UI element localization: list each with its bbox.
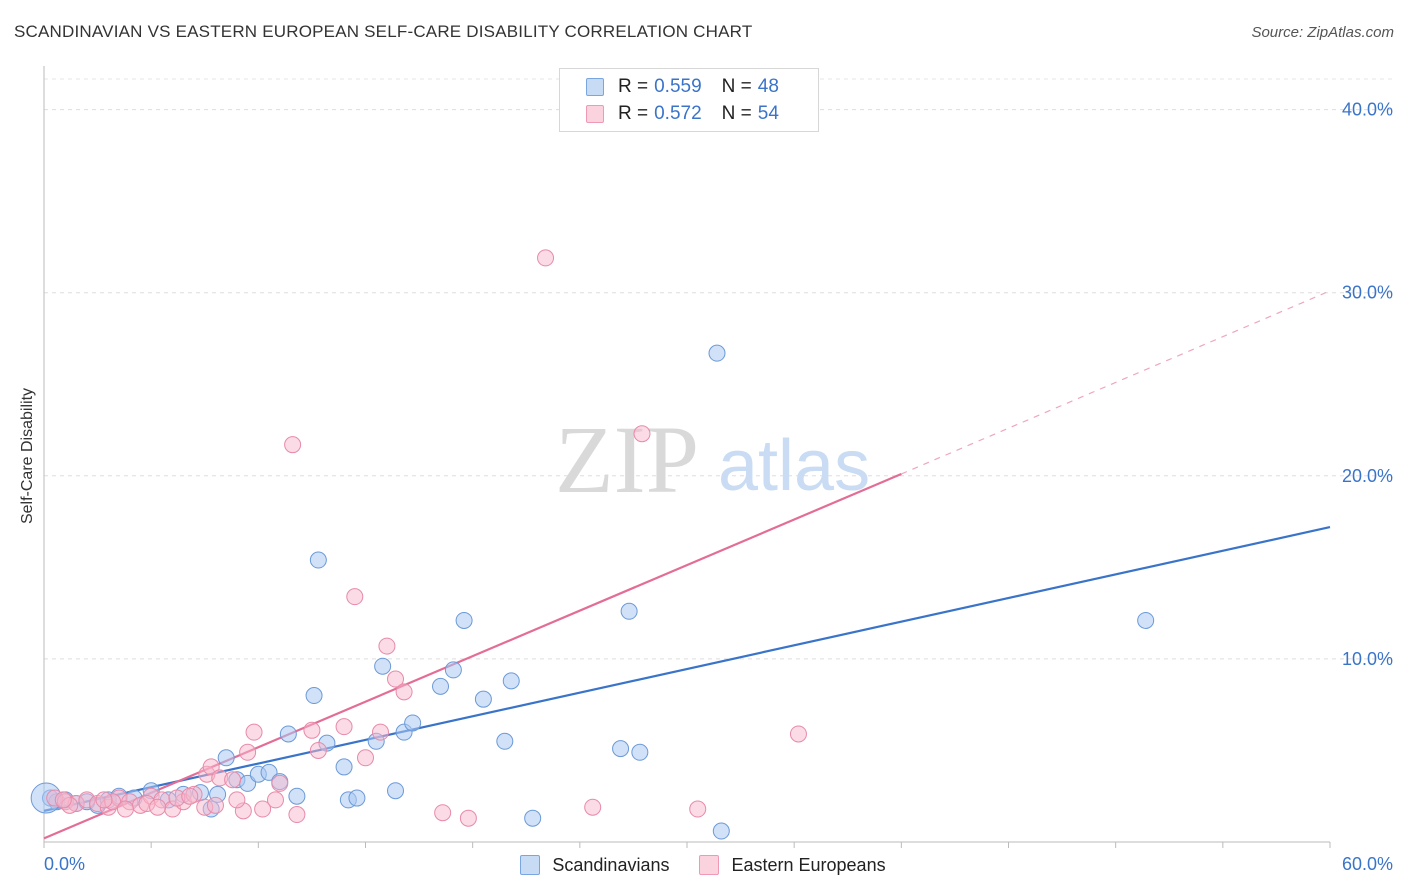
legend-item-scandinavians: Scandinavians [520, 855, 669, 876]
point-eastern-europeans [224, 771, 242, 789]
legend-label: Scandinavians [552, 854, 670, 875]
point-eastern-europeans [266, 791, 284, 809]
point-eastern-europeans [181, 787, 199, 805]
gridlines [44, 78, 1393, 660]
point-scandinavians [374, 657, 392, 675]
chart-title: SCANDINAVIAN VS EASTERN EUROPEAN SELF-CA… [14, 22, 753, 41]
point-eastern-europeans [116, 800, 134, 818]
legend-swatch-pink [586, 105, 604, 123]
legend-swatch-blue [586, 78, 604, 96]
point-scandinavians [524, 809, 542, 827]
point-scandinavians [309, 551, 327, 569]
point-eastern-europeans [335, 718, 353, 736]
point-eastern-europeans [434, 804, 452, 822]
y-tick-label: 30.0% [1342, 283, 1393, 303]
point-eastern-europeans [149, 798, 167, 816]
point-eastern-europeans [245, 723, 263, 741]
y-tick-label: 10.0% [1342, 649, 1393, 669]
legend-row-scandinavians: R = 0.559 N = 48 [586, 74, 779, 100]
point-scandinavians [474, 690, 492, 708]
legend-swatch-pink [699, 855, 720, 875]
point-scandinavians [620, 602, 638, 620]
point-eastern-europeans [395, 683, 413, 701]
trendline-eastern-europeans [43, 472, 902, 840]
point-eastern-europeans [378, 637, 396, 655]
point-scandinavians [502, 672, 520, 690]
point-eastern-europeans [309, 741, 327, 759]
point-eastern-europeans [284, 436, 302, 454]
point-eastern-europeans [54, 791, 72, 809]
y-tick-label: 20.0% [1342, 466, 1393, 486]
legend-r-label: R = [618, 103, 649, 124]
watermark-atlas: atlas [718, 426, 870, 506]
point-scandinavians [631, 743, 649, 761]
trendlines [43, 290, 1331, 840]
point-eastern-europeans [206, 796, 224, 814]
legend-row-eastern-europeans: R = 0.572 N = 54 [586, 101, 779, 127]
point-scandinavians [496, 732, 514, 750]
legend-n-label: N = [721, 76, 752, 97]
legend-n-label: N = [721, 103, 752, 124]
point-scandinavians [432, 677, 450, 695]
point-eastern-europeans [254, 800, 272, 818]
point-eastern-europeans [372, 723, 390, 741]
legend-r-label: R = [618, 76, 649, 97]
point-eastern-europeans [689, 800, 707, 818]
point-scandinavians [348, 789, 366, 807]
data-points [30, 249, 1155, 840]
point-eastern-europeans [288, 806, 306, 824]
point-scandinavians [444, 661, 462, 679]
point-scandinavians [404, 714, 422, 732]
point-scandinavians [288, 787, 306, 805]
point-eastern-europeans [271, 774, 289, 792]
x-tick-label: 0.0% [44, 854, 85, 874]
legend-r-value: 0.559 [654, 76, 702, 97]
point-eastern-europeans [346, 588, 364, 606]
point-scandinavians [612, 740, 630, 758]
axes [43, 66, 1331, 848]
point-scandinavians [217, 749, 235, 767]
trendline-eastern-europeans-extension [901, 290, 1331, 475]
point-eastern-europeans [459, 809, 477, 827]
legend-n-value: 48 [757, 76, 779, 97]
legend-r-value: 0.572 [654, 103, 702, 124]
point-scandinavians [279, 725, 297, 743]
point-scandinavians [387, 782, 405, 800]
point-eastern-europeans [633, 425, 651, 443]
legend-label: Eastern Europeans [731, 854, 886, 875]
y-tick-label: 40.0% [1342, 100, 1393, 120]
legend-item-eastern-europeans: Eastern Europeans [699, 854, 886, 876]
series-legend: Scandinavians Eastern Europeans [0, 852, 1406, 878]
x-tick-label: 60.0% [1342, 854, 1393, 874]
point-scandinavians [712, 822, 730, 840]
point-eastern-europeans [239, 743, 257, 761]
point-eastern-europeans [789, 725, 807, 743]
point-eastern-europeans [357, 749, 374, 767]
point-eastern-europeans [95, 791, 113, 809]
legend-n-value: 54 [757, 103, 779, 124]
stats-legend: R = 0.559 N = 48 R = 0.572 N = 54 [559, 68, 819, 132]
point-eastern-europeans [387, 670, 405, 688]
point-scandinavians [455, 611, 473, 629]
source-credit: Source: ZipAtlas.com [1251, 24, 1394, 41]
tick-labels: 0.0% 60.0% 10.0% 20.0% 30.0% 40.0% [44, 100, 1393, 874]
trendline-scandinavians [43, 526, 1331, 812]
point-eastern-europeans [537, 249, 555, 267]
point-scandinavians [1137, 611, 1155, 629]
point-eastern-europeans [228, 791, 246, 809]
point-eastern-europeans [303, 721, 321, 739]
point-scandinavians [305, 687, 323, 705]
watermark-zip: ZIP [555, 406, 699, 513]
legend-swatch-blue [520, 855, 541, 875]
point-scandinavians [708, 344, 726, 362]
point-eastern-europeans [584, 798, 602, 816]
point-scandinavians [335, 758, 353, 776]
